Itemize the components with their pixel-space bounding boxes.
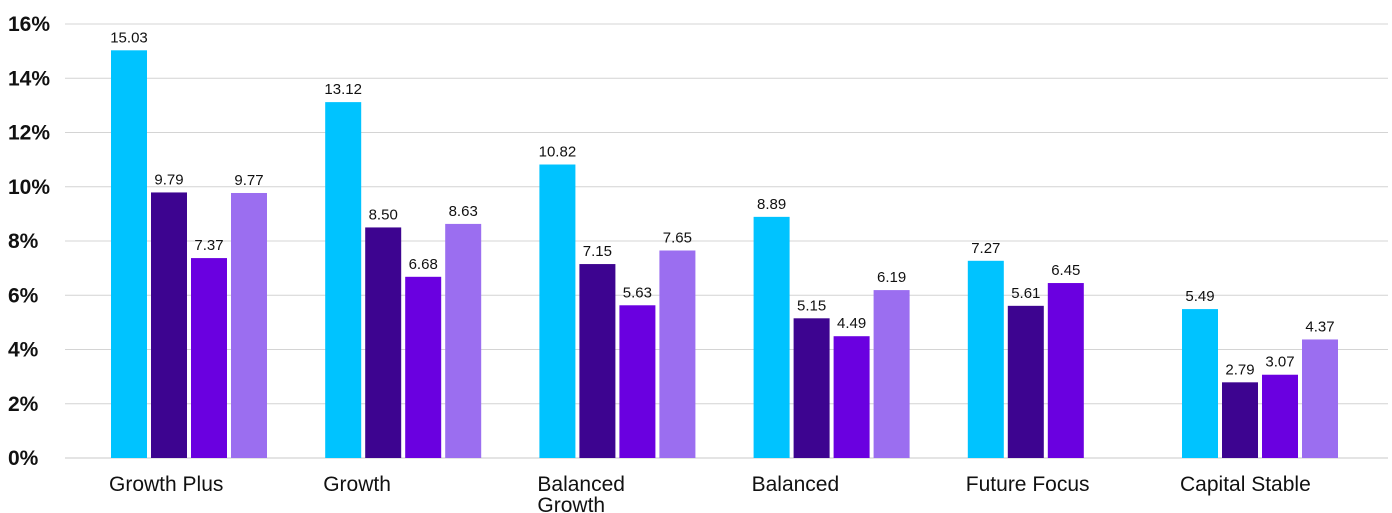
data-label: 5.61 bbox=[1011, 285, 1040, 302]
y-tick-label: 8% bbox=[8, 230, 39, 253]
x-tick-label: Future Focus bbox=[966, 473, 1090, 496]
bar bbox=[579, 264, 616, 458]
bar bbox=[619, 305, 656, 458]
bar bbox=[325, 102, 362, 459]
data-label: 5.63 bbox=[623, 284, 652, 301]
bar bbox=[833, 336, 870, 458]
bar bbox=[539, 164, 576, 458]
data-label: 9.79 bbox=[154, 171, 183, 188]
bar bbox=[191, 258, 227, 458]
x-tick-label: Growth Plus bbox=[109, 473, 223, 496]
bar bbox=[1222, 382, 1258, 458]
bar bbox=[967, 260, 1004, 458]
bar bbox=[405, 276, 442, 458]
y-tick-label: 14% bbox=[8, 67, 50, 90]
data-label: 15.03 bbox=[110, 29, 148, 46]
data-label: 13.12 bbox=[324, 81, 362, 98]
data-label: 8.89 bbox=[757, 196, 786, 213]
bar bbox=[753, 216, 790, 458]
bar bbox=[1302, 339, 1338, 458]
data-label: 6.45 bbox=[1051, 262, 1080, 279]
data-labels: 15.03 13.12 10.82 8.89 7.27 5.49 9.79 8.50 7.15 5… bbox=[110, 29, 1334, 378]
bar bbox=[793, 318, 830, 458]
x-tick-label: Balanced bbox=[752, 473, 840, 496]
gridlines bbox=[65, 23, 1388, 459]
bars bbox=[111, 50, 1338, 459]
bar bbox=[365, 227, 402, 458]
x-tick-label: Growth bbox=[323, 473, 391, 496]
data-label: 4.37 bbox=[1305, 318, 1334, 335]
data-label: 8.63 bbox=[449, 203, 478, 220]
bar bbox=[1262, 374, 1298, 458]
y-tick-label: 10% bbox=[8, 176, 50, 199]
x-axis-tick-labels: Growth Plus Growth Balanced Growth Balanced F… bbox=[109, 473, 1311, 513]
bar bbox=[1007, 305, 1044, 458]
data-label: 5.49 bbox=[1185, 288, 1214, 305]
x-tick-label: Capital Stable bbox=[1180, 473, 1311, 496]
data-label: 8.50 bbox=[369, 206, 398, 223]
bar bbox=[111, 50, 147, 458]
y-tick-label: 6% bbox=[8, 284, 39, 307]
data-label: 6.68 bbox=[409, 256, 438, 273]
x-tick-label: Balanced Growth bbox=[537, 473, 625, 513]
bar bbox=[231, 192, 267, 458]
y-axis-tick-labels: 0% 2% 4% 6% 8% 10% 12% 14% 16% bbox=[8, 13, 50, 470]
y-tick-label: 0% bbox=[8, 447, 39, 470]
data-label: 5.15 bbox=[797, 297, 826, 314]
y-tick-label: 4% bbox=[8, 339, 39, 362]
data-label: 7.15 bbox=[583, 243, 612, 260]
data-label: 3.07 bbox=[1265, 354, 1294, 371]
data-label: 4.49 bbox=[837, 315, 866, 332]
bar bbox=[1047, 283, 1084, 458]
y-tick-label: 12% bbox=[8, 122, 50, 145]
data-label: 7.27 bbox=[971, 240, 1000, 257]
data-label: 7.65 bbox=[663, 229, 692, 246]
data-label: 9.77 bbox=[234, 172, 263, 189]
bar bbox=[1182, 309, 1218, 458]
y-tick-label: 2% bbox=[8, 393, 39, 416]
bar bbox=[659, 250, 696, 458]
y-tick-label: 16% bbox=[8, 13, 50, 36]
bar bbox=[873, 290, 910, 458]
bar bbox=[151, 192, 187, 459]
data-label: 6.19 bbox=[877, 269, 906, 286]
data-label: 2.79 bbox=[1225, 361, 1254, 378]
bar bbox=[445, 223, 482, 458]
data-label: 10.82 bbox=[539, 144, 577, 161]
data-label: 7.37 bbox=[194, 237, 223, 254]
